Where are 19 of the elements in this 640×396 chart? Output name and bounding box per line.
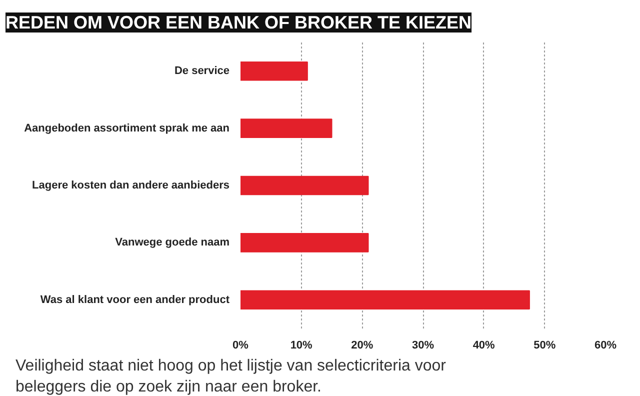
bar [240,233,369,252]
y-tick-label: Vanwege goede naam [115,236,230,249]
chart-title: REDEN OM VOOR EEN BANK OF BROKER TE KIEZEN [6,12,472,32]
x-tick-label: 0% [232,340,249,352]
x-tick-label: 60% [594,340,617,352]
x-tick-label: 40% [472,340,496,352]
y-tick-label: Lagere kosten dan andere aanbieders [32,180,230,192]
bar [240,176,369,196]
text: Veiligheid staat niet hoog op het lijstje van selecticriteria voor beleggers die op zoek zijn naar een broker. [16,358,447,396]
x-tick-label: 10% [290,340,313,352]
x-tick-label: 30% [412,340,434,352]
y-tick-label: Aangeboden assortiment sprak me aan [24,122,230,134]
bar [240,61,308,81]
y-tick-label: Was al klant voor een ander product [40,294,230,306]
y-tick-label: De service [174,65,230,78]
bar [240,290,530,310]
x-tick-label: 20% [351,340,374,352]
bar [240,118,332,138]
x-tick-label: 50% [534,340,556,352]
